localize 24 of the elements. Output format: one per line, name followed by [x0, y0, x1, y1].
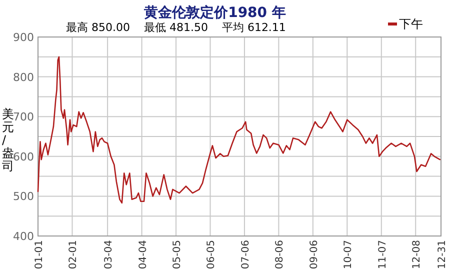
x-tick-label: 09-06: [308, 240, 320, 270]
x-tick-label: 07-06: [240, 240, 252, 270]
x-tick-label: 12-08: [412, 240, 423, 270]
chart-title: 黄金伦敦定价1980 年: [143, 4, 286, 21]
y-tick-label: 400: [13, 230, 34, 243]
y-tick-label: 600: [13, 150, 34, 164]
x-tick-label: 11-07: [377, 240, 388, 270]
x-tick-label: 02-01: [68, 240, 80, 270]
x-tick-label: 06-05: [206, 240, 218, 270]
x-tick-label: 04-04: [138, 240, 149, 270]
x-tick-label: 10-07: [343, 240, 354, 270]
x-tick-label: 05-05: [172, 240, 184, 270]
legend-label: 下午: [399, 17, 423, 31]
y-axis-title: 美元/盎司: [2, 107, 14, 173]
y-tick-label: 900: [13, 31, 34, 44]
x-tick-label: 01-01: [34, 240, 45, 270]
y-tick-label: 800: [13, 70, 34, 84]
y-tick-label: 500: [13, 190, 34, 204]
x-tick-label: 12-31: [437, 240, 448, 270]
x-tick-label: 03-04: [104, 240, 115, 270]
legend: 下午: [388, 17, 423, 31]
chart-subtitle: 最高 850.00 最低 481.50 平均 612.11: [66, 21, 286, 34]
y-tick-label: 700: [13, 110, 34, 124]
x-tick-label: 08-06: [274, 240, 286, 270]
